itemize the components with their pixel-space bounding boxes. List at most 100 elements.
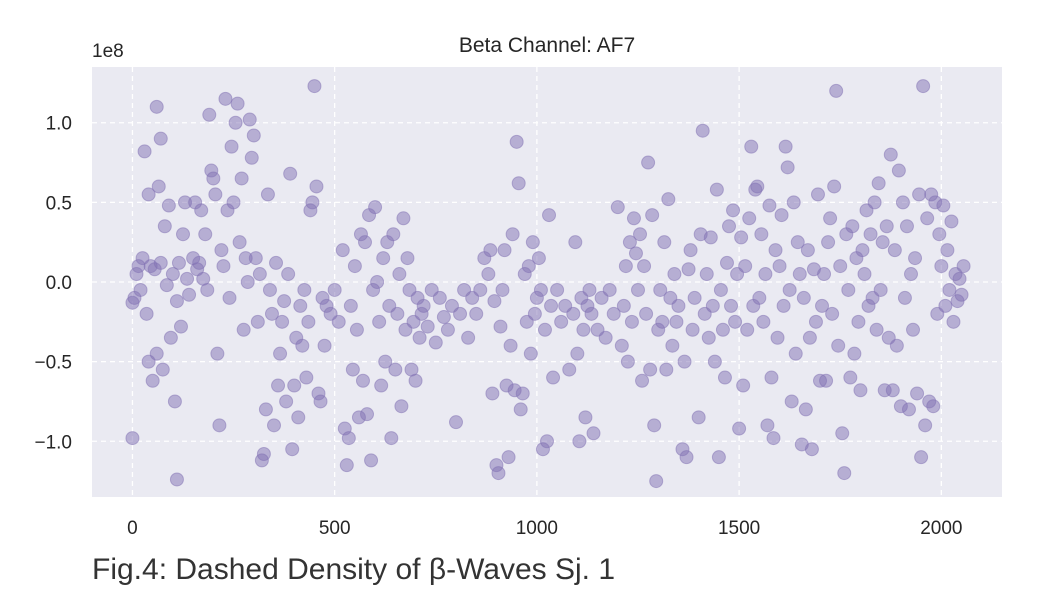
scatter-point (895, 195, 910, 210)
scatter-point (932, 227, 947, 242)
scatter-point (206, 171, 221, 186)
scatter-point (940, 243, 955, 258)
scatter-point (273, 346, 288, 361)
scatter-point (133, 282, 148, 297)
scatter-point (165, 267, 180, 282)
scatter-point (521, 259, 536, 274)
scatter-point (169, 294, 184, 309)
scatter-point (722, 219, 736, 234)
scatter-point (376, 251, 391, 266)
scatter-point (584, 306, 599, 321)
scatter-point (756, 314, 771, 329)
scatter-point (173, 319, 188, 334)
scatter-point (738, 259, 753, 274)
y-tick-label: 1.0 (46, 114, 72, 135)
scatter-point (262, 282, 277, 297)
scatter-point (649, 474, 664, 489)
scatter-point (655, 314, 670, 329)
scatter-point (926, 399, 941, 414)
scatter-point (483, 243, 498, 258)
scatter-point (554, 314, 569, 329)
scatter-point (527, 306, 542, 321)
scatter-point (788, 346, 803, 361)
scatter-point (867, 195, 882, 210)
scatter-point (912, 187, 927, 202)
scatter-point (887, 243, 902, 258)
scatter-point (606, 306, 621, 321)
scatter-point (331, 314, 346, 329)
scatter-point (671, 298, 686, 313)
scatter-point (372, 314, 387, 329)
scatter-point (234, 171, 249, 186)
scatter-point (542, 208, 557, 223)
scatter-point (843, 370, 858, 385)
scatter-point (570, 346, 585, 361)
scatter-point (420, 319, 435, 334)
y-tick-label: 0.0 (46, 273, 72, 294)
x-tick-label: 2000 (920, 518, 962, 539)
scatter-point (440, 322, 455, 337)
scatter-point (224, 139, 239, 154)
scatter-point (161, 198, 176, 213)
scatter-point (699, 267, 714, 282)
scatter-point (724, 298, 739, 313)
scatter-point (388, 362, 403, 377)
scatter-point (841, 282, 856, 297)
scatter-point (774, 208, 789, 223)
scatter-point (776, 298, 791, 313)
scatter-point (277, 294, 292, 309)
scatter-point (786, 195, 801, 210)
scatter-point (691, 410, 706, 425)
scatter-point (764, 370, 779, 385)
scatter-point (408, 373, 423, 388)
scatter-point (677, 354, 692, 369)
scatter-point (713, 282, 728, 297)
scatter-point (436, 310, 451, 325)
scatter-point (768, 243, 783, 258)
scatter-point (171, 255, 186, 270)
scatter-point (236, 322, 251, 337)
scatter-point (705, 298, 720, 313)
scatter-point (248, 251, 263, 266)
scatter-point (760, 418, 775, 433)
x-tick-label: 1000 (516, 518, 558, 539)
scatter-point (821, 235, 836, 250)
scatter-point (616, 298, 631, 313)
scatter-point (602, 282, 617, 297)
scatter-point (808, 314, 823, 329)
scatter-point (711, 450, 726, 465)
scatter-point (855, 243, 870, 258)
scatter-point (469, 306, 484, 321)
scatter-point (182, 287, 197, 302)
scatter-point (869, 322, 884, 337)
scatter-point (364, 453, 379, 468)
scatter-point (149, 99, 164, 114)
scatter-point (637, 259, 652, 274)
scatter-point (301, 314, 316, 329)
scatter-point (240, 275, 255, 289)
scatter-point (873, 282, 888, 297)
scatter-point (194, 203, 209, 218)
scatter-point (481, 267, 496, 282)
scatter-point (487, 294, 502, 309)
scatter-point (180, 271, 195, 286)
scatter-point (683, 243, 698, 258)
scatter-point (495, 282, 510, 297)
scatter-point (817, 267, 832, 282)
scatter-point (823, 211, 838, 226)
scatter-point (509, 134, 524, 149)
scatter-point (906, 322, 921, 337)
scatter-point (715, 322, 730, 337)
scatter-point (659, 362, 674, 377)
scatter-point (317, 338, 332, 353)
scatter-point (307, 79, 322, 94)
scatter-point (246, 128, 261, 143)
scatter-point (639, 306, 654, 321)
scatter-point (624, 314, 639, 329)
scatter-point (770, 330, 785, 345)
scatter-point (293, 298, 308, 313)
scatter-point (260, 187, 275, 202)
scatter-point (936, 198, 951, 213)
scatter-point (149, 346, 164, 361)
